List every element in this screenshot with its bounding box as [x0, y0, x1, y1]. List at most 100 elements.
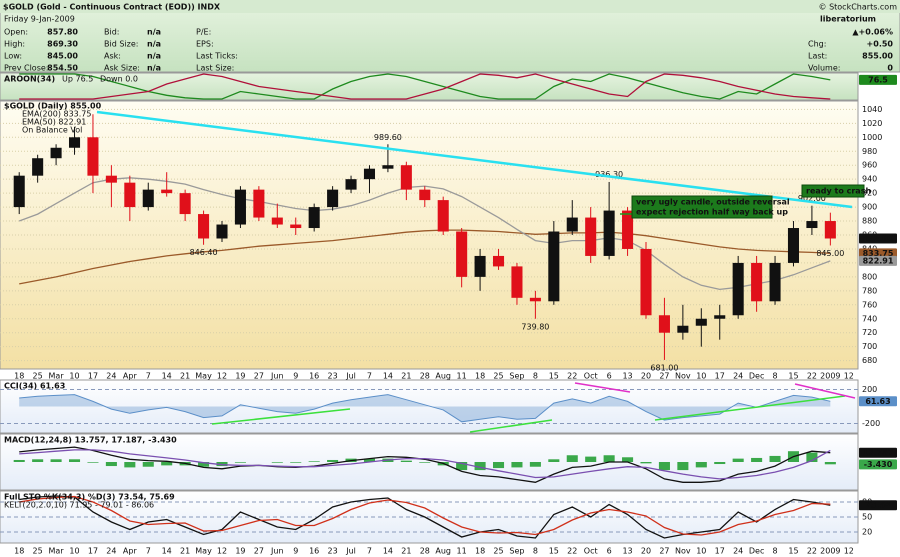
- x-tick-label: 27: [254, 372, 264, 381]
- x-tick-label: May: [195, 547, 212, 556]
- x-tick-label: 24: [106, 372, 116, 381]
- y-tick-label: 960: [862, 161, 877, 170]
- y-tick-label: 940: [862, 175, 877, 184]
- panel-title: MACD(12,24,8) 13.757, 17.187, -3.430: [4, 436, 177, 445]
- y-tick-label: 700: [862, 342, 877, 351]
- y-tick-label: 980: [862, 147, 877, 156]
- x-tick-label: 7: [367, 372, 372, 381]
- field-label: Prev Close:: [4, 64, 48, 73]
- x-tick-label: 2009: [820, 547, 840, 556]
- candle-body: [695, 318, 707, 326]
- series-line: [19, 449, 831, 480]
- value-tag: [859, 447, 897, 458]
- price-annotation: 989.60: [374, 133, 402, 142]
- candle-body: [751, 262, 763, 302]
- candle-body: [50, 147, 62, 159]
- candle-body: [68, 137, 81, 148]
- x-tick-label: Oct: [584, 547, 598, 556]
- aroon-panel: [0, 72, 859, 101]
- series-line: [19, 495, 831, 539]
- panel-title: AROON(34): [4, 75, 55, 84]
- series-line: [18, 177, 831, 291]
- header-title: $GOLD (Gold - Continuous Contract (EOD))…: [3, 3, 221, 12]
- histogram-bar: [585, 456, 597, 462]
- value-tag: [859, 459, 897, 470]
- histogram-bar: [327, 459, 339, 462]
- field-value: n/a: [147, 40, 161, 49]
- histogram-bar: [769, 455, 781, 462]
- candle-body: [769, 262, 781, 302]
- histogram-bar: [50, 459, 62, 462]
- x-tick-label: Jun: [270, 547, 284, 556]
- panel-title: Full STO %K(34,3) %D(3) 73.54, 75.69: [4, 493, 175, 502]
- y-tick-label: 780: [862, 286, 877, 295]
- y-tick-label: 1040: [862, 105, 882, 114]
- x-tick-label: 25: [33, 547, 43, 556]
- field-value: 854.50: [47, 64, 78, 73]
- candle-body: [529, 297, 541, 302]
- histogram-bar: [161, 462, 173, 466]
- x-tick-label: 24: [106, 547, 116, 556]
- histogram-bar: [714, 462, 726, 465]
- x-tick-label: 22: [807, 372, 817, 381]
- field-label: Ask Size:: [104, 64, 140, 73]
- x-tick-label: 14: [383, 547, 393, 556]
- price-annotation: 936.30: [595, 170, 623, 179]
- x-tick-label: Nov: [675, 372, 691, 381]
- candle-body: [677, 325, 689, 333]
- x-tick-label: 16: [309, 547, 319, 556]
- value-tag-label: 73.54: [865, 501, 891, 510]
- x-tick-label: Sep: [509, 547, 524, 556]
- candle-body: [13, 175, 25, 208]
- series-line: [19, 495, 831, 536]
- histogram-bar: [640, 462, 652, 464]
- y-tick-label: 760: [862, 300, 877, 309]
- field-label: Bid Size:: [104, 40, 138, 49]
- candle-body: [87, 137, 99, 176]
- value-tag-label: -3.430: [864, 460, 893, 469]
- panel-title: CCI(34) 61.63: [4, 382, 65, 391]
- candle-body: [234, 189, 246, 225]
- candle-body: [511, 266, 523, 298]
- x-tick-label: 20: [641, 547, 651, 556]
- candle-body: [456, 231, 468, 277]
- x-tick-label: 12: [217, 372, 227, 381]
- field-value: 855.00: [862, 52, 893, 61]
- panel-subtitle: KELT(20,2.0,10) 71.95 - 79.01 - 86.06: [4, 501, 154, 510]
- x-tick-label: May: [195, 372, 212, 381]
- candle-body: [161, 189, 173, 194]
- candle-body: [714, 315, 726, 319]
- x-tick-label: 12: [844, 372, 854, 381]
- field-label: Last:: [808, 52, 827, 61]
- x-tick-label: Nov: [675, 547, 691, 556]
- note: very ugly candle, outside reversal: [636, 198, 790, 207]
- field-value: +0.50: [867, 40, 894, 49]
- histogram-bar: [658, 462, 670, 471]
- x-tick-label: 16: [309, 372, 319, 381]
- header-date: Friday 9-Jan-2009: [4, 15, 75, 24]
- histogram-bar: [548, 459, 560, 462]
- candle-body: [824, 221, 836, 239]
- y-tick-label: -200: [862, 419, 880, 428]
- value-tag-label: 822.91: [863, 256, 894, 265]
- x-tick-label: 27: [254, 547, 264, 556]
- candle-body: [363, 168, 376, 180]
- x-tick-label: 2009: [820, 372, 840, 381]
- value-tag-label: 61.63: [865, 397, 890, 406]
- x-tick-label: 11: [457, 547, 467, 556]
- histogram-bar: [271, 462, 283, 463]
- note: expect rejection half way back up: [636, 208, 788, 217]
- field-value: n/a: [147, 52, 161, 61]
- candle-body: [806, 221, 818, 229]
- x-tick-label: Dec: [749, 547, 764, 556]
- candle-body: [124, 182, 136, 208]
- legend-entry: On Balance Vol: [22, 126, 82, 135]
- value-tag: [859, 74, 897, 85]
- x-tick-label: 10: [696, 547, 706, 556]
- watermark: liberatorium: [820, 15, 876, 24]
- candle-body: [308, 207, 320, 229]
- value-tag-label: 76.5: [868, 75, 888, 84]
- candle-body: [419, 189, 431, 201]
- x-tick-label: 14: [162, 372, 172, 381]
- x-tick-label: Jul: [345, 547, 356, 556]
